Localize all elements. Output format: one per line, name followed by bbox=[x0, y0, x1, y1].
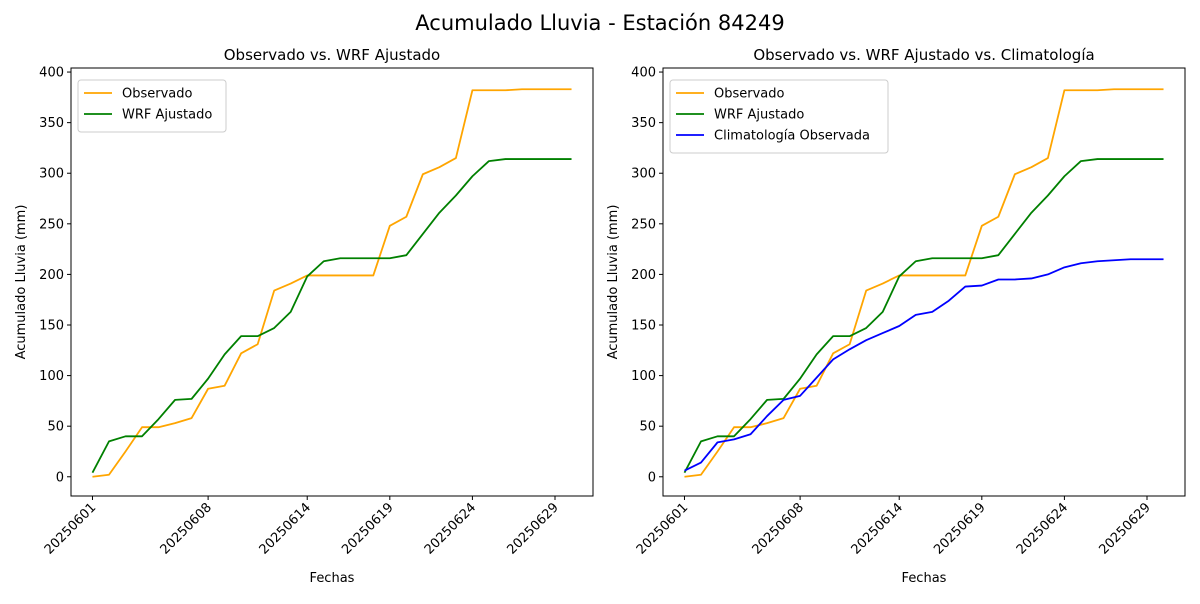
x-tick-label: 20250614 bbox=[257, 500, 314, 557]
x-tick-label: 20250601 bbox=[634, 500, 691, 557]
x-tick-label: 20250629 bbox=[1096, 500, 1153, 557]
chart-panel-1: Observado vs. WRF Ajustado 0 50 100 150 200 25… bbox=[14, 46, 594, 586]
y-tick-label: 250 bbox=[39, 217, 64, 232]
figure-suptitle: Acumulado Lluvia - Estación 84249 bbox=[415, 11, 784, 35]
legend-label: Observado bbox=[122, 87, 193, 102]
legend: Observado WRF Ajustado bbox=[77, 79, 227, 133]
x-tick-label: 20250601 bbox=[42, 500, 99, 557]
y-axis-label: Acumulado Lluvia (mm) bbox=[606, 205, 621, 360]
series-line-clima bbox=[684, 258, 1164, 472]
y-tick-label: 250 bbox=[631, 217, 656, 232]
y-tick-label: 200 bbox=[631, 268, 656, 283]
series-line-observado bbox=[92, 88, 572, 478]
legend-box bbox=[77, 79, 227, 133]
axes-frame bbox=[662, 67, 1186, 497]
x-tick-label: 20250624 bbox=[1014, 500, 1071, 557]
y-tick-label: 100 bbox=[39, 369, 64, 384]
y-tick-label: 0 bbox=[648, 470, 656, 485]
x-tick-label: 20250614 bbox=[849, 500, 906, 557]
x-tick-label: 20250629 bbox=[504, 500, 561, 557]
y-tick-label: 300 bbox=[39, 167, 64, 182]
y-tick-label: 300 bbox=[631, 167, 656, 182]
x-tick-label: 20250608 bbox=[750, 500, 807, 557]
y-tick-label: 0 bbox=[56, 470, 64, 485]
x-tick-label: 20250624 bbox=[422, 500, 479, 557]
y-tick-label: 400 bbox=[39, 66, 64, 81]
legend-label: Climatología Observada bbox=[714, 129, 870, 144]
y-tick-label: 400 bbox=[631, 66, 656, 81]
series-line-wrf bbox=[91, 158, 572, 474]
series-line-wrf bbox=[683, 158, 1164, 474]
x-axis-label: Fechas bbox=[902, 571, 947, 586]
legend: Observado WRF Ajustado Climatología Observ… bbox=[669, 79, 889, 154]
y-axis-label: Acumulado Lluvia (mm) bbox=[14, 205, 29, 360]
chart-panel-2: Observado vs. WRF Ajustado vs. Climatolo… bbox=[606, 46, 1186, 586]
chart-title: Observado vs. WRF Ajustado vs. Climatolo… bbox=[753, 46, 1094, 64]
series-line-observado bbox=[684, 88, 1164, 478]
x-tick-label: 20250608 bbox=[158, 500, 215, 557]
y-tick-label: 350 bbox=[39, 116, 64, 131]
chart-title: Observado vs. WRF Ajustado bbox=[224, 46, 440, 64]
y-tick-label: 200 bbox=[39, 268, 64, 283]
legend-box bbox=[669, 79, 889, 154]
y-tick-label: 150 bbox=[631, 319, 656, 334]
y-tick-label: 350 bbox=[631, 116, 656, 131]
y-tick-label: 50 bbox=[47, 420, 64, 435]
x-tick-label: 20250619 bbox=[931, 500, 988, 557]
axes-frame bbox=[70, 67, 594, 497]
y-tick-label: 150 bbox=[39, 319, 64, 334]
y-tick-label: 50 bbox=[639, 420, 656, 435]
legend-label: WRF Ajustado bbox=[122, 108, 212, 123]
x-tick-label: 20250619 bbox=[339, 500, 396, 557]
y-tick-label: 100 bbox=[631, 369, 656, 384]
x-axis-label: Fechas bbox=[310, 571, 355, 586]
legend-label: Observado bbox=[714, 87, 785, 102]
legend-label: WRF Ajustado bbox=[714, 108, 804, 123]
